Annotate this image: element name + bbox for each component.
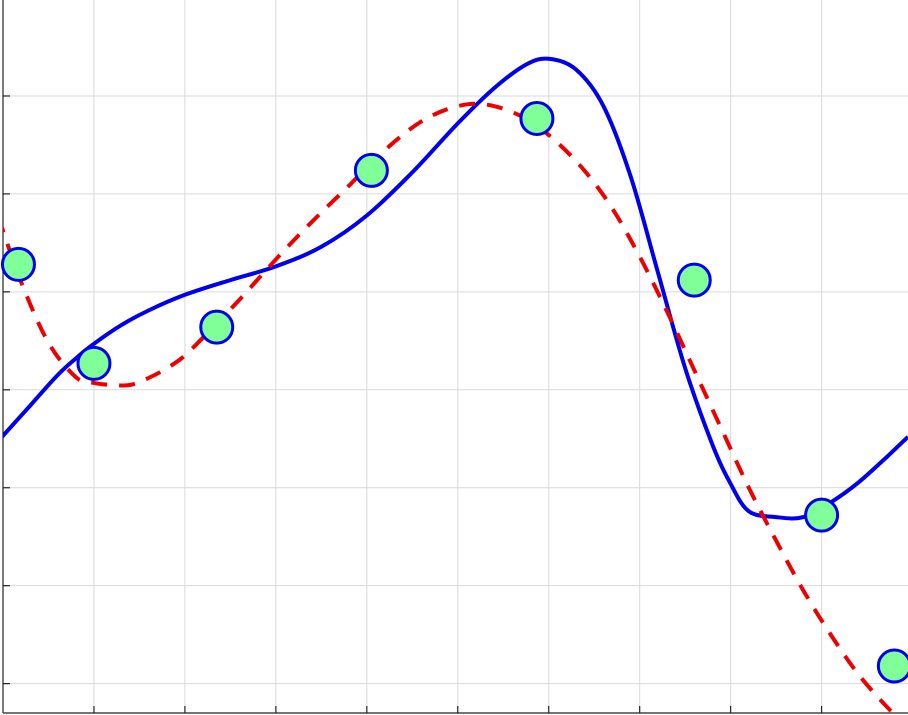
grid: [3, 0, 908, 713]
data-point: [519, 101, 555, 137]
data-point: [804, 497, 840, 533]
series-line-dashed: [3, 101, 898, 715]
data-point: [199, 309, 235, 345]
data-point: [876, 648, 908, 684]
series: [3, 56, 908, 715]
data-markers: [0, 101, 908, 684]
data-point: [76, 345, 112, 381]
data-point: [353, 152, 389, 188]
data-point: [0, 246, 36, 282]
data-point: [676, 262, 712, 298]
series-line-solid: [3, 56, 908, 521]
